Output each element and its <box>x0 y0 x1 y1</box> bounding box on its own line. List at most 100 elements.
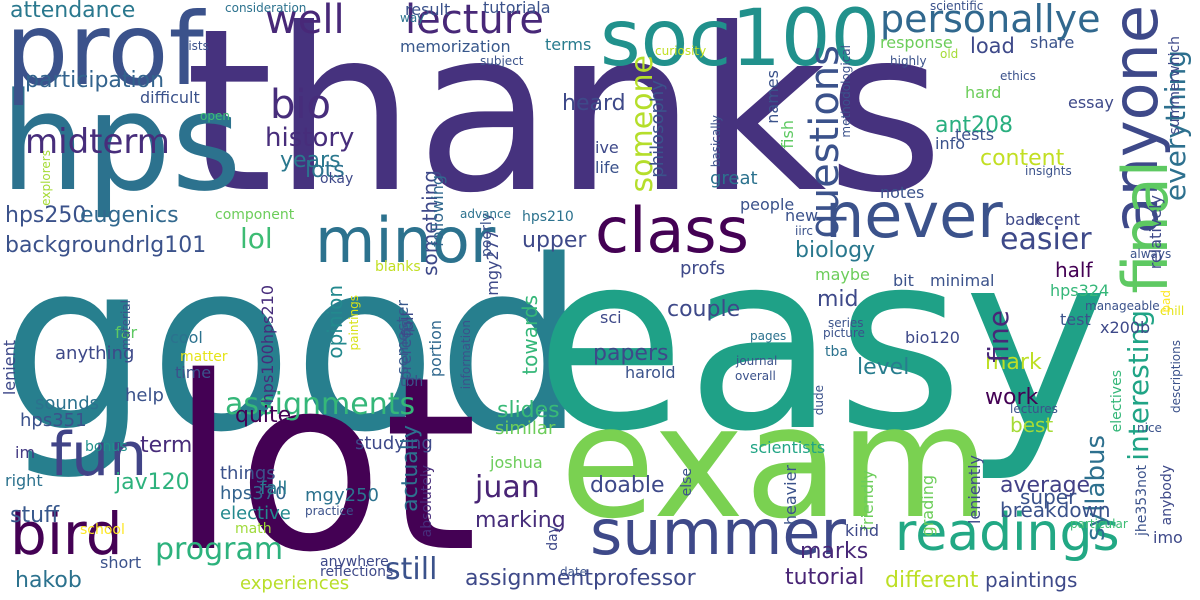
word-people: people <box>740 195 795 214</box>
word-fun: fun <box>50 420 148 490</box>
word-biology: biology <box>795 238 876 263</box>
word-manageable: manageable <box>1085 299 1160 313</box>
word-heavier: heavier <box>781 465 800 526</box>
word-lot: lot <box>170 325 478 600</box>
word-hps250: hps250 <box>5 203 87 228</box>
word-prof: prof <box>5 0 204 108</box>
word-info: info <box>935 134 966 153</box>
word-hps: hps <box>0 64 242 221</box>
word-help: help <box>125 385 164 406</box>
word-tutoriala: tutoriala <box>483 0 551 17</box>
word-curiosity: curiosity <box>655 44 707 58</box>
word-experiences: experiences <box>240 573 350 594</box>
word-new: new <box>785 206 819 225</box>
word-similar: similar <box>495 418 556 439</box>
word-bad: bad <box>1159 290 1173 313</box>
word-journal: journal <box>736 354 778 368</box>
word-eugenics: eugenics <box>80 203 179 228</box>
word-basically: basically <box>709 115 723 168</box>
word-super: super <box>1020 485 1077 509</box>
word-class: class <box>595 194 749 267</box>
word-result: result <box>405 0 451 19</box>
word-bird: bird <box>10 500 123 568</box>
word-ant208: ant208 <box>935 113 1014 138</box>
word-particular: particular <box>1070 517 1128 531</box>
word-jav120: jav120 <box>115 470 190 495</box>
word-insights: insights <box>1025 164 1072 178</box>
word-good: good <box>0 211 586 484</box>
word-scientific: scientific <box>930 0 984 13</box>
word-juan: juan <box>475 470 540 505</box>
word-reflections: reflections <box>320 564 394 580</box>
word-right: right <box>5 471 43 490</box>
word-leniently: leniently <box>965 455 984 525</box>
word-tbh: tbh <box>400 374 424 390</box>
word-exam: exam <box>560 372 991 553</box>
word-fine: fine <box>982 310 1015 363</box>
word-open: open <box>200 109 230 123</box>
word-different: different <box>885 568 979 593</box>
word-summerwhich: summerwhich <box>1167 36 1183 135</box>
word-anybody: anybody <box>1159 465 1175 526</box>
word-lecture: lecture <box>405 0 544 43</box>
word-fish: fish <box>778 120 797 149</box>
word-following: following <box>428 175 447 247</box>
word-still: still <box>385 552 438 587</box>
word-towards: towards <box>518 295 542 375</box>
word-grading: grading <box>918 475 937 537</box>
word-easy: easy <box>535 200 1109 485</box>
word-okay: okay <box>320 171 354 187</box>
word-lol: lol <box>240 222 273 255</box>
word-tba: tba <box>825 344 848 360</box>
word-scientists: scientists <box>750 438 826 457</box>
word-practice: practice <box>305 504 354 518</box>
word-highly: highly <box>890 54 927 68</box>
word-hps351: hps351 <box>20 410 87 431</box>
word-half: half <box>1055 258 1093 282</box>
word-breakdown: breakdown <box>1000 498 1111 522</box>
word-imo: imo <box>1153 528 1183 547</box>
word-response: response <box>880 33 953 52</box>
word-content: content <box>980 146 1065 171</box>
word-time: time <box>175 363 212 382</box>
word-slides: slides <box>497 398 560 423</box>
word-back: back <box>1005 210 1044 229</box>
word-summer: summer <box>590 496 847 569</box>
word-terms: terms <box>545 35 592 54</box>
word-hps324: hps324 <box>1050 281 1110 300</box>
word-kind: kind <box>845 521 880 540</box>
word-hps100hps210: hps100hps210 <box>258 285 277 404</box>
word-lenient: lenient <box>0 340 19 396</box>
word-midterm: midterm <box>25 122 170 162</box>
word-anywhere: anywhere <box>320 554 389 570</box>
word-dude: dude <box>812 385 826 416</box>
word-sci: sci <box>600 308 622 327</box>
word-pages: pages <box>750 329 787 343</box>
word-lists: lists <box>185 39 209 53</box>
word-hard: hard <box>965 83 1002 102</box>
word-information: information <box>459 320 473 390</box>
word-maybe: maybe <box>815 265 870 284</box>
word-subject: subject <box>480 54 524 68</box>
word-soc100: soc100 <box>600 0 881 84</box>
word-mgy277: mgy277 <box>483 230 502 296</box>
word-work: work <box>985 385 1039 410</box>
word-stuff: stuff <box>10 503 60 528</box>
word-history: history <box>265 123 355 153</box>
word-philosophy: philosophy <box>647 80 668 178</box>
word-ive: ive <box>595 138 619 157</box>
word-methodological: methodological <box>839 45 853 138</box>
word-easier: easier <box>1000 222 1092 257</box>
word-series: series <box>828 316 864 330</box>
word-tutorial: tutorial <box>785 565 865 590</box>
word-ethics: ethics <box>1000 69 1036 83</box>
word-always: always <box>1130 247 1172 261</box>
word-explorers: explorers <box>39 150 53 206</box>
word-studying: studying <box>355 433 433 454</box>
word-cool: cool <box>170 328 203 347</box>
word-participation: participation <box>25 68 165 93</box>
word-bit: bit <box>893 271 914 290</box>
word-years: years <box>280 148 341 173</box>
word-things: things <box>220 463 276 484</box>
